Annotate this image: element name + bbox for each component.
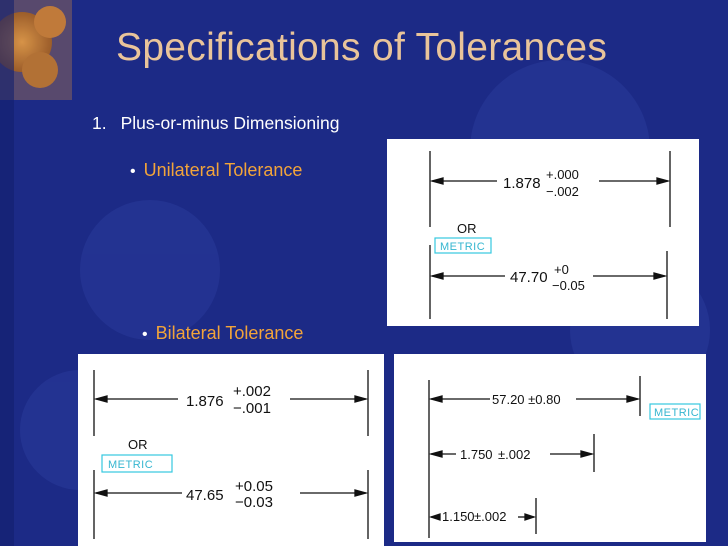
equal-inch-1-value: 1.750 <box>460 447 493 462</box>
unilateral-metric-label: METRIC <box>440 241 485 253</box>
unilateral-metric-plus: +0 <box>554 262 569 277</box>
bullet-dot: • <box>130 163 136 180</box>
bilateral-metric-minus: −0.03 <box>235 494 273 511</box>
bilateral-drawing: 1.876 +.002 −.001 OR METRIC 47.65 +0.05 … <box>78 354 384 546</box>
bilateral-inch-plus: +.002 <box>233 383 271 400</box>
equal-metric-dim: 57.20 ±0.80 <box>492 392 561 407</box>
bullet-dot: • <box>142 326 148 343</box>
bullet-unilateral: • Unilateral Tolerance <box>130 160 302 181</box>
unilateral-drawing: 1.878 +.000 −.002 OR METRIC 47.70 +0 −0.… <box>387 139 699 326</box>
unilateral-metric-minus: −0.05 <box>552 278 585 293</box>
equal-inch-1-tol: ±.002 <box>498 447 530 462</box>
point-number: 1. <box>92 113 107 133</box>
numbered-point: 1. Plus-or-minus Dimensioning <box>92 113 339 134</box>
bilateral-or-label: OR <box>128 437 148 452</box>
bullet-bilateral: • Bilateral Tolerance <box>142 323 303 344</box>
bilateral-metric-plus: +0.05 <box>235 478 273 495</box>
equal-metric-box <box>649 403 701 420</box>
point-text: Plus-or-minus Dimensioning <box>120 113 340 133</box>
equal-inch-2-tol: ±.002 <box>474 509 506 524</box>
bullet-bilateral-text: Bilateral Tolerance <box>155 323 304 343</box>
bilateral-metric-box <box>101 454 173 473</box>
unilateral-inch-minus: −.002 <box>546 184 579 199</box>
bilateral-inch-minus: −.001 <box>233 400 271 417</box>
bullet-unilateral-text: Unilateral Tolerance <box>143 160 303 180</box>
equal-inch-2-value: 1.150 <box>442 509 475 524</box>
unilateral-inch-plus: +.000 <box>546 167 579 182</box>
bilateral-inch-value: 1.876 <box>186 393 224 410</box>
unilateral-inch-value: 1.878 <box>503 175 541 192</box>
unilateral-metric-value: 47.70 <box>510 269 548 286</box>
bilateral-metric-label: METRIC <box>108 459 153 471</box>
equal-metric-label: METRIC <box>654 407 699 419</box>
equal-bilateral-drawing: 57.20 ±0.80 METRIC 1.750 ±.002 1.150 ±.0… <box>394 354 706 542</box>
slide-title: Specifications of Tolerances <box>116 26 608 69</box>
unilateral-metric-box <box>434 237 492 254</box>
bilateral-metric-value: 47.65 <box>186 487 224 504</box>
unilateral-or-label: OR <box>457 221 477 236</box>
